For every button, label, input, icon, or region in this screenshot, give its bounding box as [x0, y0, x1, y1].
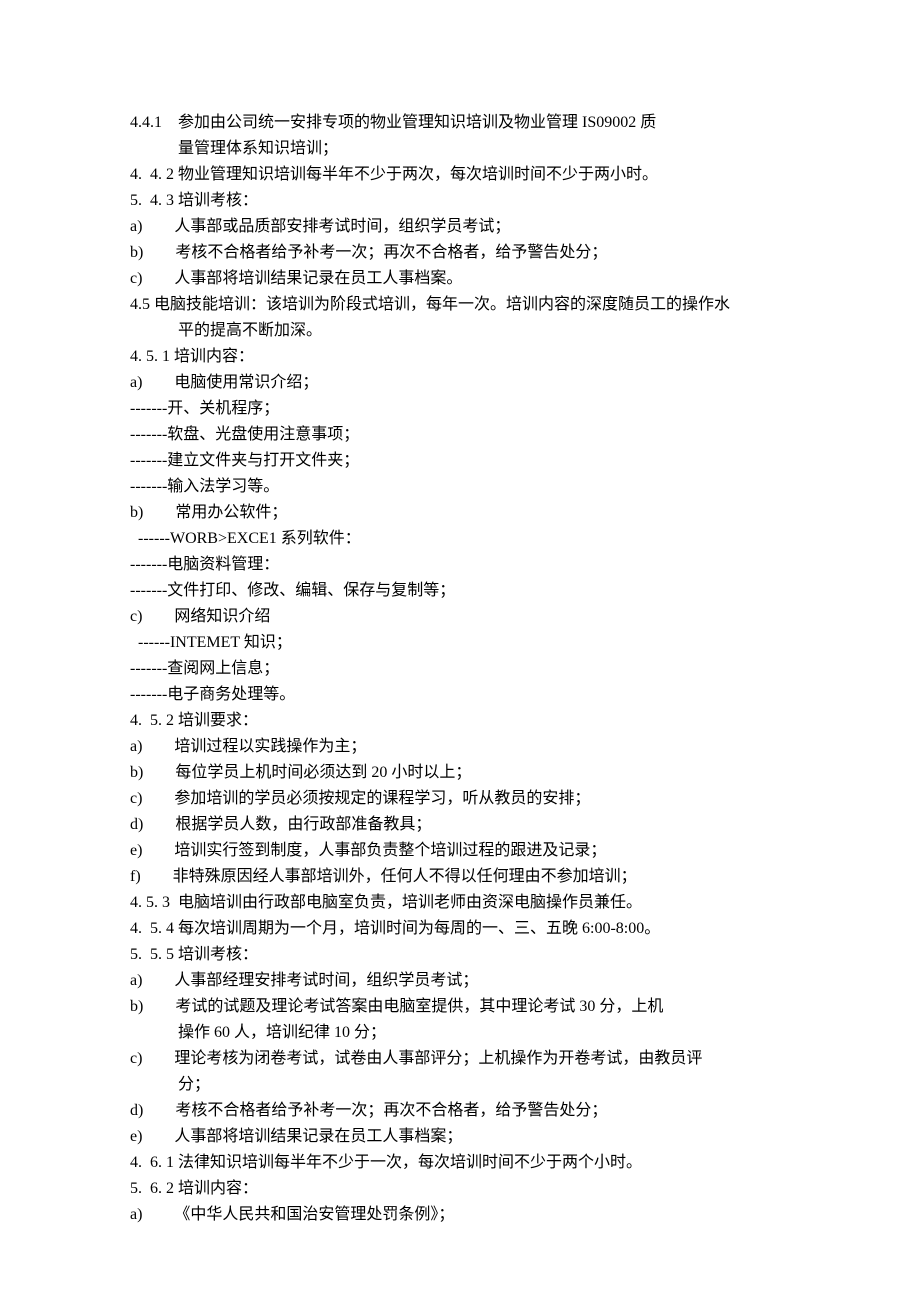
text-line: 4. 5. 1 培训内容： [130, 344, 790, 370]
text-line: a) 电脑使用常识介绍； [130, 370, 790, 396]
text-line: a) 人事部经理安排考试时间，组织学员考试； [130, 968, 790, 994]
text-line: 操作 60 人，培训纪律 10 分； [130, 1020, 790, 1046]
text-line: -------电脑资料管理： [130, 552, 790, 578]
text-line: d) 根据学员人数，由行政部准备教具； [130, 812, 790, 838]
text-line: a) 《中华人民共和国治安管理处罚条例》； [130, 1202, 790, 1228]
text-line: 5. 6. 2 培训内容： [130, 1176, 790, 1202]
text-line: 5. 4. 3 培训考核： [130, 188, 790, 214]
text-line: 4. 4. 2 物业管理知识培训每半年不少于两次，每次培训时间不少于两小时。 [130, 162, 790, 188]
text-line: a) 人事部或品质部安排考试时间，组织学员考试； [130, 214, 790, 240]
text-line: 4.4.1 参加由公司统一安排专项的物业管理知识培训及物业管理 IS09002 … [130, 110, 790, 136]
text-line: 5. 5. 5 培训考核： [130, 942, 790, 968]
text-line: -------建立文件夹与打开文件夹； [130, 448, 790, 474]
text-line: b) 考试的试题及理论考试答案由电脑室提供，其中理论考试 30 分，上机 [130, 994, 790, 1020]
text-line: e) 人事部将培训结果记录在员工人事档案； [130, 1124, 790, 1150]
text-line: -------电子商务处理等。 [130, 682, 790, 708]
document-page: 4.4.1 参加由公司统一安排专项的物业管理知识培训及物业管理 IS09002 … [0, 0, 920, 1308]
text-line: b) 考核不合格者给予补考一次；再次不合格者，给予警告处分； [130, 240, 790, 266]
text-line: ------INTEMET 知识； [130, 630, 790, 656]
text-line: e) 培训实行签到制度，人事部负责整个培训过程的跟进及记录； [130, 838, 790, 864]
text-line: f) 非特殊原因经人事部培训外，任何人不得以任何理由不参加培训； [130, 864, 790, 890]
text-line: 4.5 电脑技能培训：该培训为阶段式培训，每年一次。培训内容的深度随员工的操作水 [130, 292, 790, 318]
text-line: b) 常用办公软件； [130, 500, 790, 526]
text-line: -------查阅网上信息； [130, 656, 790, 682]
text-line: -------软盘、光盘使用注意事项； [130, 422, 790, 448]
text-line: a) 培训过程以实践操作为主； [130, 734, 790, 760]
text-line: 4. 5. 3 电脑培训由行政部电脑室负责，培训老师由资深电脑操作员兼任。 [130, 890, 790, 916]
text-line: -------开、关机程序； [130, 396, 790, 422]
text-line: 量管理体系知识培训； [130, 136, 790, 162]
text-line: d) 考核不合格者给予补考一次；再次不合格者，给予警告处分； [130, 1098, 790, 1124]
text-line: 4. 6. 1 法律知识培训每半年不少于一次，每次培训时间不少于两个小时。 [130, 1150, 790, 1176]
text-line: 分； [130, 1072, 790, 1098]
text-line: -------输入法学习等。 [130, 474, 790, 500]
text-line: -------文件打印、修改、编辑、保存与复制等； [130, 578, 790, 604]
text-line: 平的提高不断加深。 [130, 318, 790, 344]
text-line: b) 每位学员上机时间必须达到 20 小时以上； [130, 760, 790, 786]
document-body: 4.4.1 参加由公司统一安排专项的物业管理知识培训及物业管理 IS09002 … [130, 110, 790, 1228]
text-line: 4. 5. 2 培训要求： [130, 708, 790, 734]
text-line: ------WORB>EXCE1 系列软件： [130, 526, 790, 552]
text-line: c) 人事部将培训结果记录在员工人事档案。 [130, 266, 790, 292]
text-line: c) 网络知识介绍 [130, 604, 790, 630]
text-line: 4. 5. 4 每次培训周期为一个月，培训时间为每周的一、三、五晚 6:00-8… [130, 916, 790, 942]
text-line: c) 理论考核为闭卷考试，试卷由人事部评分；上机操作为开卷考试，由教员评 [130, 1046, 790, 1072]
text-line: c) 参加培训的学员必须按规定的课程学习，听从教员的安排； [130, 786, 790, 812]
